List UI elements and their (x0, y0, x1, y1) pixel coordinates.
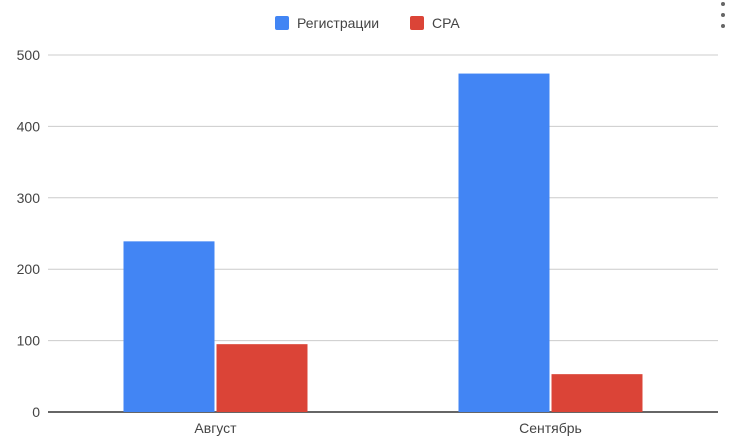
bar-registrations (123, 241, 215, 412)
more-vert-icon[interactable] (718, 2, 728, 28)
bar-cpa (216, 344, 308, 412)
x-tick-label: Сентябрь (519, 420, 582, 436)
y-axis-ticks: 0 100 200 300 400 500 (17, 47, 41, 420)
legend-label: CPA (432, 15, 460, 31)
legend-swatch (275, 16, 289, 30)
x-tick-label: Август (194, 420, 237, 436)
y-tick-label: 300 (17, 190, 41, 206)
bar-registrations (458, 73, 550, 413)
legend: Регистрации CPA (275, 15, 460, 31)
menu-dot (721, 2, 725, 6)
y-tick-label: 200 (17, 261, 41, 277)
y-tick-label: 500 (17, 47, 41, 63)
legend-label: Регистрации (297, 15, 379, 31)
legend-item-registrations[interactable]: Регистрации (275, 15, 379, 31)
legend-item-cpa[interactable]: CPA (410, 15, 460, 31)
y-tick-label: 0 (32, 404, 40, 420)
y-tick-label: 400 (17, 118, 41, 134)
x-axis-ticks: Август Сентябрь (194, 420, 581, 436)
bar-cpa (551, 374, 643, 412)
y-tick-label: 100 (17, 333, 41, 349)
menu-dot (721, 24, 725, 28)
legend-swatch (410, 16, 424, 30)
bars (123, 73, 643, 413)
menu-dot (721, 13, 725, 17)
